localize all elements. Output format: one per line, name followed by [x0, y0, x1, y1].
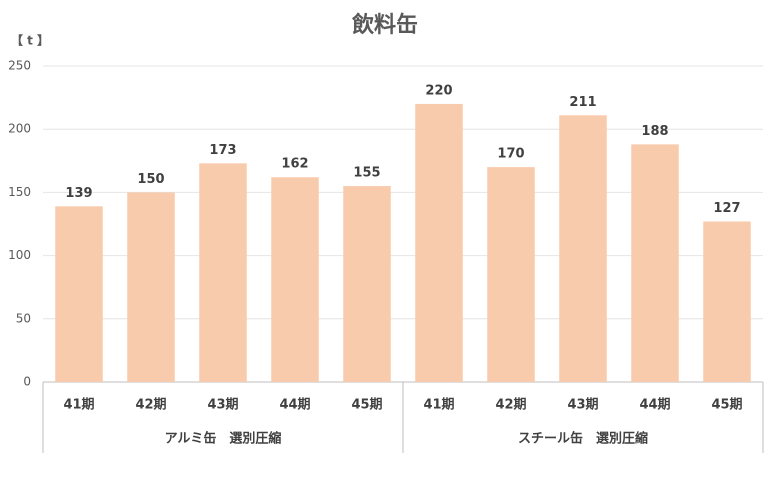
data-label: 162	[281, 157, 308, 172]
y-tick-label: 50	[16, 311, 31, 325]
x-tick-label: 42期	[135, 398, 166, 413]
data-label: 211	[569, 95, 596, 110]
bar	[55, 206, 103, 382]
bar	[343, 186, 391, 382]
y-tick-label: 200	[8, 122, 31, 136]
x-tick-label: 41期	[423, 398, 454, 413]
x-tick-label: 45期	[711, 398, 742, 413]
x-tick-label: 45期	[351, 398, 382, 413]
data-label: 150	[137, 172, 164, 187]
data-label: 155	[353, 166, 380, 181]
y-tick-label: 0	[23, 375, 31, 389]
bar	[631, 144, 679, 382]
data-label: 139	[65, 186, 92, 201]
group-label: スチール缶 選別圧縮	[518, 431, 648, 447]
y-tick-label: 150	[8, 185, 31, 199]
y-tick-label: 250	[8, 59, 31, 73]
x-tick-label: 44期	[279, 398, 310, 413]
bar	[199, 163, 247, 382]
data-label: 220	[425, 83, 452, 98]
x-tick-label: 41期	[63, 398, 94, 413]
bar	[703, 221, 751, 382]
bar	[127, 192, 175, 382]
x-tick-label: 42期	[495, 398, 526, 413]
group-label: アルミ缶 選別圧縮	[165, 431, 282, 447]
data-label: 173	[209, 143, 236, 158]
data-label: 188	[641, 124, 668, 139]
x-tick-label: 44期	[639, 398, 670, 413]
y-tick-label: 100	[8, 248, 31, 262]
bar	[487, 167, 535, 382]
x-tick-label: 43期	[207, 398, 238, 413]
data-label: 170	[497, 147, 524, 162]
data-label: 127	[713, 201, 740, 216]
bar	[271, 177, 319, 382]
bar	[559, 115, 607, 383]
bar	[415, 103, 463, 383]
y-axis-label: 【 t 】	[11, 33, 49, 48]
chart-title: 飲料缶	[351, 12, 418, 38]
x-tick-label: 43期	[567, 398, 598, 413]
